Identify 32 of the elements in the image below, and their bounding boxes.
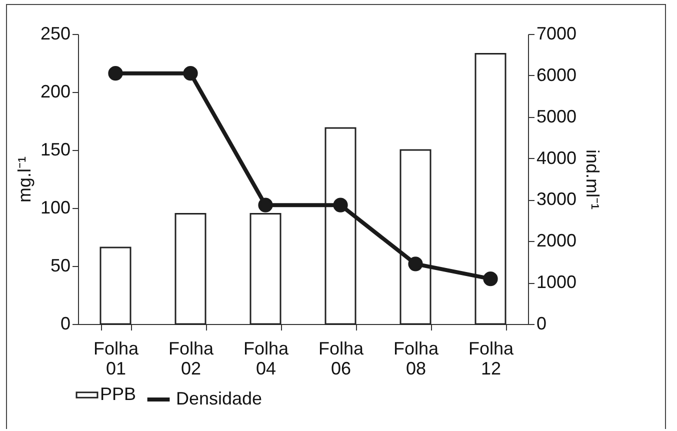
y-tick-label: 0	[60, 314, 70, 334]
legend-label: Densidade	[176, 388, 262, 408]
y-tick-label: 200	[40, 82, 70, 102]
y2-tick-label: 5000	[536, 106, 577, 126]
y2-tick-label: 7000	[536, 24, 577, 44]
x-tick-label: Folha 01	[93, 338, 140, 378]
x-tick-label: Folha 08	[393, 338, 440, 378]
point	[183, 66, 198, 81]
y-axis-title: mg.l⁻¹	[14, 156, 34, 202]
x-tick-label: Folha 06	[318, 338, 364, 378]
y2-tick-label: 6000	[536, 64, 577, 85]
bar	[100, 246, 132, 325]
y-tick-label: 100	[40, 198, 70, 218]
y-tick-label: 50	[50, 256, 70, 276]
point	[483, 272, 498, 286]
legend-label: PPB	[100, 384, 136, 404]
y-tick-label: 250	[40, 24, 70, 44]
y2-tick-label: 3000	[536, 189, 577, 210]
x-tick-label: Folha 12	[468, 338, 514, 378]
bar	[174, 213, 206, 325]
point	[108, 66, 123, 81]
x-tick-label: Folha 02	[168, 338, 214, 378]
point	[333, 198, 348, 212]
y2-tick-label: 2000	[536, 230, 577, 251]
y2-tick-label: 0	[536, 314, 547, 334]
y2-tick-label: 4000	[536, 148, 577, 168]
y2-axis-title: ind.ml⁻¹	[582, 149, 603, 210]
y2-tick-label: 1000	[536, 272, 577, 292]
x-tick-label: Folha 04	[243, 338, 290, 378]
point	[408, 256, 423, 272]
y-tick-label: 150	[40, 140, 70, 160]
point	[258, 198, 273, 212]
